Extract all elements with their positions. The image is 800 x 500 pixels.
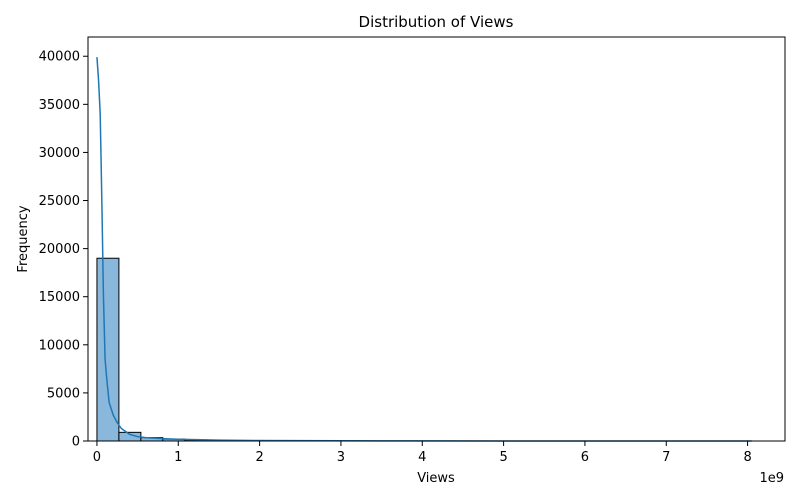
x-axis-offset-label: 1e9 (759, 471, 784, 486)
y-axis-label: Frequency (16, 205, 31, 272)
x-tick-label: 8 (743, 450, 751, 465)
y-tick-label: 35000 (39, 98, 80, 113)
x-tick-label: 3 (337, 450, 345, 465)
y-tick-label: 25000 (39, 194, 80, 209)
x-tick-label: 5 (499, 450, 507, 465)
x-tick-label: 7 (662, 450, 670, 465)
kde-curve (96, 57, 752, 442)
x-tick-label: 2 (255, 450, 263, 465)
y-tick-label: 0 (72, 435, 80, 450)
chart-title: Distribution of Views (359, 13, 514, 31)
y-tick-label: 10000 (39, 338, 80, 353)
y-tick-label: 15000 (39, 290, 80, 305)
y-tick-label: 40000 (39, 50, 80, 65)
x-axis-ticks: 0 1 2 3 4 5 6 7 8 (93, 441, 752, 465)
plot-frame (87, 36, 786, 442)
x-tick-label: 1 (174, 450, 182, 465)
x-tick-label: 4 (418, 450, 426, 465)
y-tick-label: 5000 (47, 386, 80, 401)
y-axis-ticks: 0 5000 10000 15000 20000 25000 30000 35000 40000 (39, 50, 88, 450)
x-tick-label: 0 (93, 450, 101, 465)
y-tick-label: 30000 (39, 146, 80, 161)
x-axis-label: Views (417, 471, 455, 486)
histogram-bar (96, 257, 120, 442)
x-tick-label: 6 (581, 450, 589, 465)
y-tick-label: 20000 (39, 242, 80, 257)
histogram-bars (96, 257, 274, 442)
